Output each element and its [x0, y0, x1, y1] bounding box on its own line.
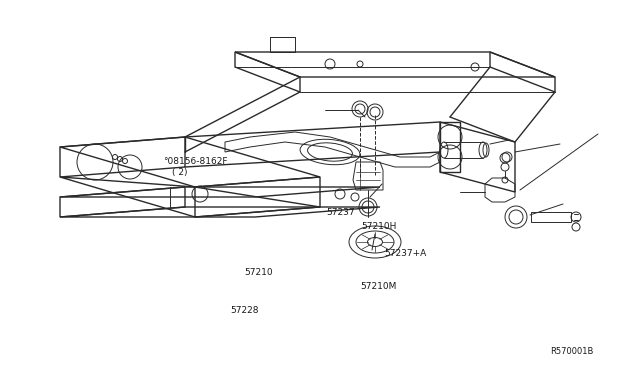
Text: 57210M: 57210M	[360, 282, 397, 291]
Text: 57228: 57228	[230, 306, 259, 315]
Text: ( 2): ( 2)	[172, 169, 187, 177]
Text: R570001B: R570001B	[550, 347, 594, 356]
Text: 57237+A: 57237+A	[384, 249, 426, 258]
Text: °08156-8162F: °08156-8162F	[163, 157, 228, 166]
Text: 57237: 57237	[326, 208, 355, 217]
Text: 57210: 57210	[244, 268, 273, 277]
Text: 57210H: 57210H	[362, 222, 397, 231]
